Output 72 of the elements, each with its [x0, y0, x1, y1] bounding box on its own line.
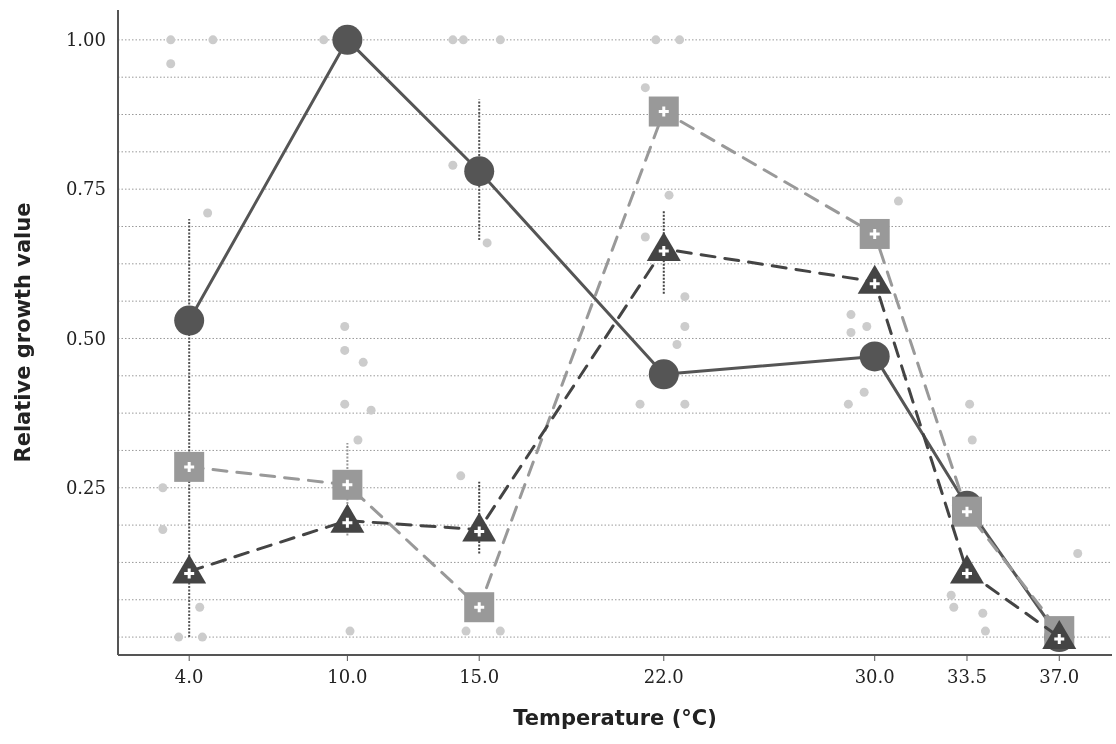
point	[464, 592, 495, 623]
point	[680, 292, 690, 302]
point	[664, 190, 674, 200]
point	[859, 387, 869, 397]
point	[319, 35, 329, 45]
point	[345, 626, 355, 636]
y-axis-title: Relative growth value	[11, 202, 35, 463]
x-axis-title: Temperature (°C)	[513, 706, 717, 730]
point	[949, 602, 959, 612]
point	[332, 24, 363, 55]
x-tick-label: 33.5	[946, 666, 988, 687]
point	[332, 469, 363, 500]
point	[340, 322, 350, 332]
point	[495, 626, 505, 636]
point	[846, 310, 856, 320]
x-tick-label: 4.0	[174, 666, 204, 687]
point	[862, 322, 872, 332]
point	[980, 626, 990, 636]
point	[843, 399, 853, 409]
point	[166, 59, 176, 69]
point	[448, 160, 458, 170]
point	[640, 232, 650, 242]
y-tick-label: 0.75	[65, 178, 106, 200]
y-tick-label: 1.00	[65, 29, 106, 51]
x-tick-label: 10.0	[327, 666, 368, 687]
point	[978, 608, 988, 618]
point	[648, 96, 679, 127]
point	[461, 626, 471, 636]
point	[195, 602, 205, 612]
point	[358, 357, 368, 367]
point	[680, 399, 690, 409]
point	[448, 35, 458, 45]
point	[680, 322, 690, 332]
point	[158, 483, 168, 493]
point	[197, 632, 207, 642]
y-tick-label: 0.50	[65, 327, 106, 349]
point	[174, 632, 184, 642]
point	[340, 345, 350, 355]
point	[174, 305, 205, 336]
point	[353, 435, 363, 445]
point	[672, 339, 682, 349]
point	[464, 156, 495, 187]
point	[203, 208, 213, 218]
point	[1073, 548, 1083, 558]
point	[846, 328, 856, 337]
point	[482, 238, 492, 248]
point	[158, 525, 168, 535]
point	[640, 83, 650, 93]
x-tick-label: 37.0	[1039, 666, 1080, 687]
point	[648, 359, 679, 390]
point	[675, 35, 685, 45]
y-tick-label: 0.25	[65, 477, 106, 499]
point	[893, 196, 903, 206]
point	[495, 35, 505, 45]
point	[859, 341, 890, 372]
point	[174, 451, 205, 482]
x-tick-label: 30.0	[854, 666, 895, 687]
point	[651, 35, 661, 45]
point	[635, 399, 645, 409]
point	[340, 399, 350, 409]
point	[946, 590, 956, 600]
point	[366, 405, 376, 415]
point	[458, 35, 468, 45]
x-tick-label: 15.0	[459, 666, 500, 687]
point	[456, 471, 466, 481]
point	[166, 35, 176, 45]
point	[208, 35, 218, 45]
point	[951, 496, 982, 527]
point	[859, 218, 890, 249]
point	[965, 399, 975, 409]
x-tick-label: 22.0	[643, 666, 684, 687]
point	[967, 435, 977, 445]
